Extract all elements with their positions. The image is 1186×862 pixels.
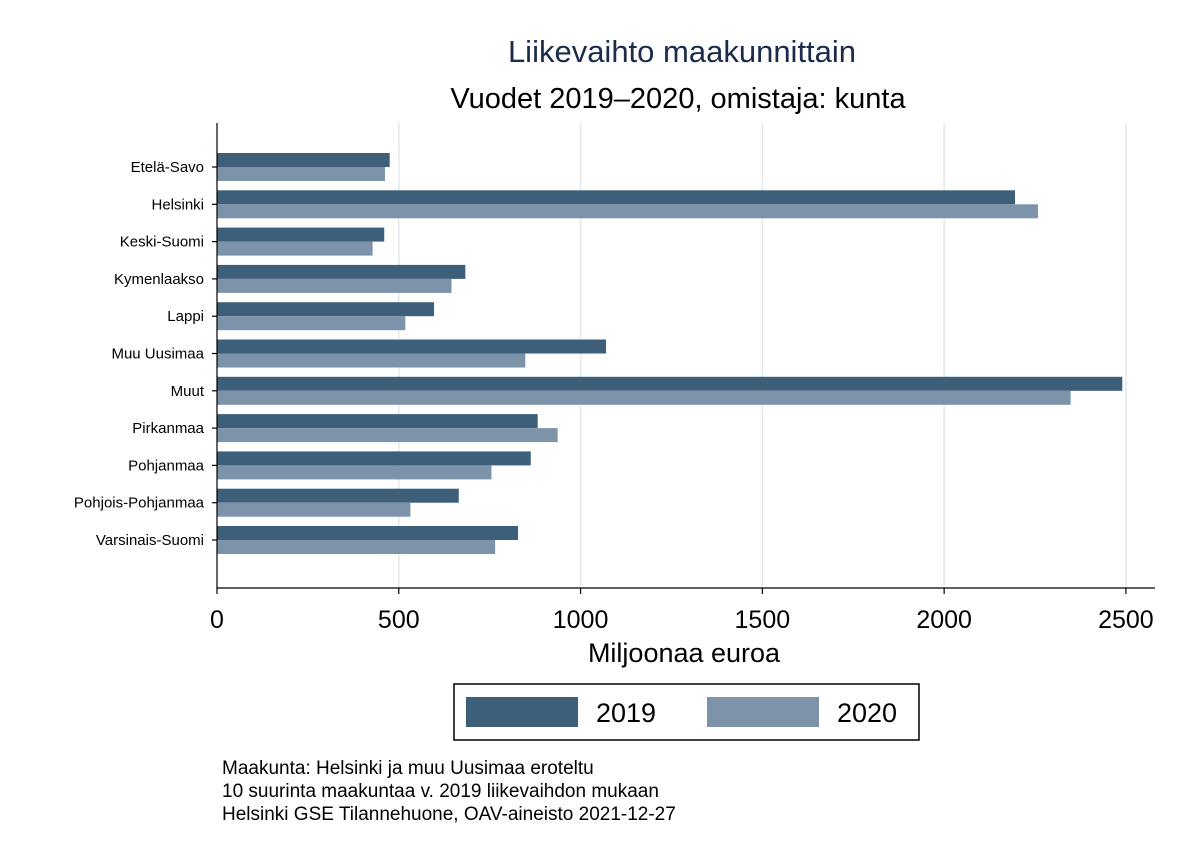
note-line-1: Maakunta: Helsinki ja muu Uusimaa erotel…	[222, 758, 594, 779]
y-tick-label-pohjois-pohjanmaa: Pohjois-Pohjanmaa	[74, 495, 205, 512]
x-tick-label-2000: 2000	[916, 606, 972, 634]
bar-keski-suomi-2020	[217, 241, 373, 256]
bar-muu-uusimaa-2019	[217, 339, 607, 354]
bar-muut-2020	[217, 390, 1071, 405]
bar-helsinki-2020	[217, 204, 1038, 219]
y-tick-label-pohjanmaa: Pohjanmaa	[128, 457, 205, 474]
bar-muu-uusimaa-2020	[217, 353, 526, 368]
legend-label-2020: 2020	[837, 698, 897, 728]
bar-pohjois-pohjanmaa-2020	[217, 502, 411, 517]
x-tick-label-2500: 2500	[1098, 606, 1154, 634]
bar-etel-savo-2020	[217, 167, 385, 181]
bar-pirkanmaa-2019	[217, 414, 538, 429]
bar-pirkanmaa-2020	[217, 428, 558, 443]
x-tick-label-500: 500	[378, 606, 420, 634]
chart-title: Liikevaihto maakunnittain	[508, 34, 856, 69]
x-tick-label-1000: 1000	[553, 606, 609, 634]
bar-lappi-2020	[217, 316, 406, 331]
x-tick-label-0: 0	[210, 606, 224, 634]
bars	[217, 153, 1123, 554]
legend-swatch-2019	[466, 697, 578, 727]
bar-pohjanmaa-2019	[217, 451, 531, 466]
x-tick-label-1500: 1500	[735, 606, 791, 634]
bar-etel-savo-2019	[217, 153, 390, 167]
bar-kymenlaakso-2020	[217, 278, 452, 293]
bar-muut-2019	[217, 376, 1123, 391]
bar-keski-suomi-2019	[217, 227, 385, 242]
chart-subtitle: Vuodet 2019–2020, omistaja: kunta	[450, 83, 906, 115]
legend: 2019 2020	[453, 683, 920, 741]
bar-varsinais-suomi-2019	[217, 526, 519, 540]
axis-ticks: 0 500 1000 1500 2000 2500 Etelä-Savo Helsinki Ke…	[74, 159, 1154, 634]
bar-helsinki-2019	[217, 190, 1016, 205]
y-tick-label-kymenlaakso: Kymenlaakso	[114, 271, 204, 288]
y-tick-label-lappi: Lappi	[167, 308, 204, 325]
notes: Maakunta: Helsinki ja muu Uusimaa erotel…	[222, 758, 676, 825]
legend-label-2019: 2019	[596, 698, 656, 728]
y-tick-label-muu-uusimaa: Muu Uusimaa	[111, 346, 204, 363]
y-tick-label-helsinki: Helsinki	[151, 196, 204, 213]
y-tick-label-etel-savo: Etelä-Savo	[131, 159, 204, 176]
bar-lappi-2019	[217, 302, 435, 317]
bar-kymenlaakso-2019	[217, 264, 466, 279]
bar-pohjois-pohjanmaa-2019	[217, 488, 459, 503]
y-tick-label-keski-suomi: Keski-Suomi	[120, 234, 204, 251]
y-tick-label-pirkanmaa: Pirkanmaa	[132, 420, 204, 437]
note-line-2: 10 suurinta maakuntaa v. 2019 liikevaihd…	[222, 781, 659, 802]
y-tick-label-muut: Muut	[171, 383, 205, 400]
legend-swatch-2020	[707, 697, 819, 727]
y-tick-label-varsinais-suomi: Varsinais-Suomi	[96, 532, 204, 549]
bar-varsinais-suomi-2020	[217, 540, 496, 554]
bar-pohjanmaa-2020	[217, 465, 492, 480]
x-axis-title: Miljoonaa euroa	[588, 638, 781, 668]
note-line-3: Helsinki GSE Tilannehuone, OAV-aineisto …	[222, 804, 676, 825]
